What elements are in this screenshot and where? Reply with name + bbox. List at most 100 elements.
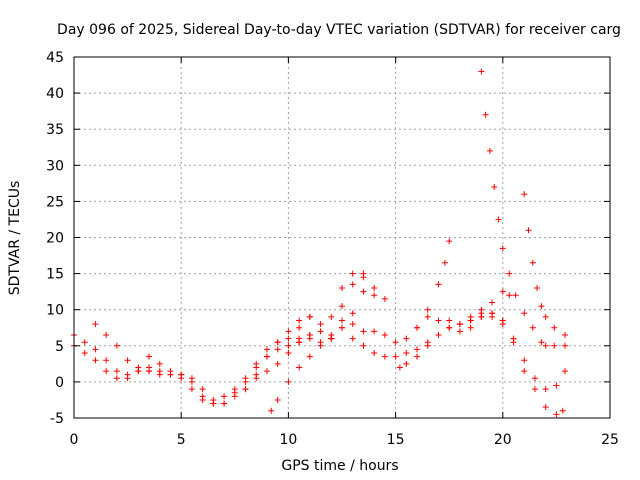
data-point — [403, 360, 410, 367]
data-point — [306, 313, 313, 320]
data-point — [296, 339, 303, 346]
data-point — [435, 317, 442, 324]
data-point — [339, 303, 345, 310]
y-tick-label: 40 — [46, 86, 64, 102]
data-point — [525, 227, 532, 234]
x-tick-label: 20 — [494, 432, 512, 448]
data-point — [274, 346, 281, 353]
data-point — [92, 346, 99, 353]
data-point — [489, 299, 496, 306]
data-point — [103, 357, 110, 364]
data-point — [467, 324, 474, 331]
data-point — [491, 183, 498, 190]
data-point — [339, 285, 345, 292]
data-point — [424, 306, 431, 313]
data-point — [486, 147, 493, 154]
data-point — [274, 360, 281, 367]
series-arc-16 — [456, 310, 568, 393]
data-point — [542, 342, 549, 349]
data-point — [414, 353, 421, 360]
data-point — [435, 281, 442, 288]
y-tick-label: -5 — [50, 411, 64, 427]
series-arc-2 — [71, 342, 153, 382]
data-point — [467, 317, 474, 324]
data-point — [456, 328, 463, 335]
data-point — [403, 350, 410, 357]
data-point — [414, 324, 421, 331]
data-point — [435, 331, 442, 338]
data-point — [296, 317, 303, 324]
y-tick-label: 20 — [46, 231, 64, 247]
data-point — [360, 328, 367, 335]
data-point — [414, 346, 421, 353]
data-point — [499, 317, 506, 324]
data-point — [268, 407, 275, 414]
data-point — [542, 313, 549, 320]
data-point — [559, 407, 566, 414]
data-point — [424, 313, 431, 320]
data-point — [285, 342, 292, 349]
data-point — [103, 331, 110, 338]
data-point — [253, 360, 260, 367]
data-point — [199, 393, 206, 400]
data-point — [242, 386, 249, 393]
data-point — [156, 368, 163, 375]
data-point — [371, 328, 378, 335]
data-point — [92, 321, 99, 328]
data-point — [188, 378, 195, 385]
data-point — [531, 386, 538, 393]
data-point — [538, 339, 545, 346]
data-point — [349, 310, 356, 317]
y-tick-label: 0 — [55, 375, 64, 391]
data-point — [103, 368, 110, 375]
data-point — [339, 324, 345, 331]
data-point — [221, 393, 228, 400]
series-arc-11 — [328, 270, 367, 320]
data-point — [349, 281, 356, 288]
data-point — [221, 400, 228, 407]
data-point — [231, 389, 238, 396]
data-point — [328, 313, 335, 320]
x-tick-label: 0 — [70, 432, 79, 448]
data-point — [553, 382, 560, 389]
data-point — [263, 368, 270, 375]
data-point — [381, 295, 388, 302]
data-point — [146, 368, 153, 375]
axes: 0 5 10 15 20 25 -5 0 5 10 15 20 25 30 35 40 45 — [46, 50, 619, 448]
data-point — [495, 216, 502, 223]
data-point — [534, 285, 541, 292]
data-point — [285, 350, 292, 357]
data-point — [274, 396, 281, 403]
data-point — [446, 238, 453, 245]
data-point — [242, 375, 249, 382]
data-point — [113, 342, 120, 349]
data-point — [510, 335, 517, 342]
data-point — [317, 328, 324, 335]
data-point — [360, 270, 367, 277]
data-point — [113, 368, 120, 375]
data-point — [81, 350, 88, 357]
data-point — [561, 331, 568, 338]
grid — [74, 57, 610, 418]
data-point — [561, 368, 568, 375]
data-point — [521, 357, 528, 364]
y-tick-label: 25 — [46, 194, 64, 210]
data-point — [489, 310, 496, 317]
data-point — [317, 321, 324, 328]
data-point — [542, 386, 549, 393]
data-point — [551, 324, 558, 331]
data-point — [529, 324, 536, 331]
data-point — [478, 68, 485, 75]
data-point — [124, 357, 131, 364]
data-point — [478, 313, 485, 320]
data-point — [328, 335, 335, 342]
data-point — [146, 353, 153, 360]
data-point — [482, 111, 489, 118]
data-point — [92, 357, 99, 364]
data-point — [306, 335, 313, 342]
data-point — [371, 292, 378, 299]
data-point — [371, 285, 378, 292]
data-point — [551, 342, 558, 349]
